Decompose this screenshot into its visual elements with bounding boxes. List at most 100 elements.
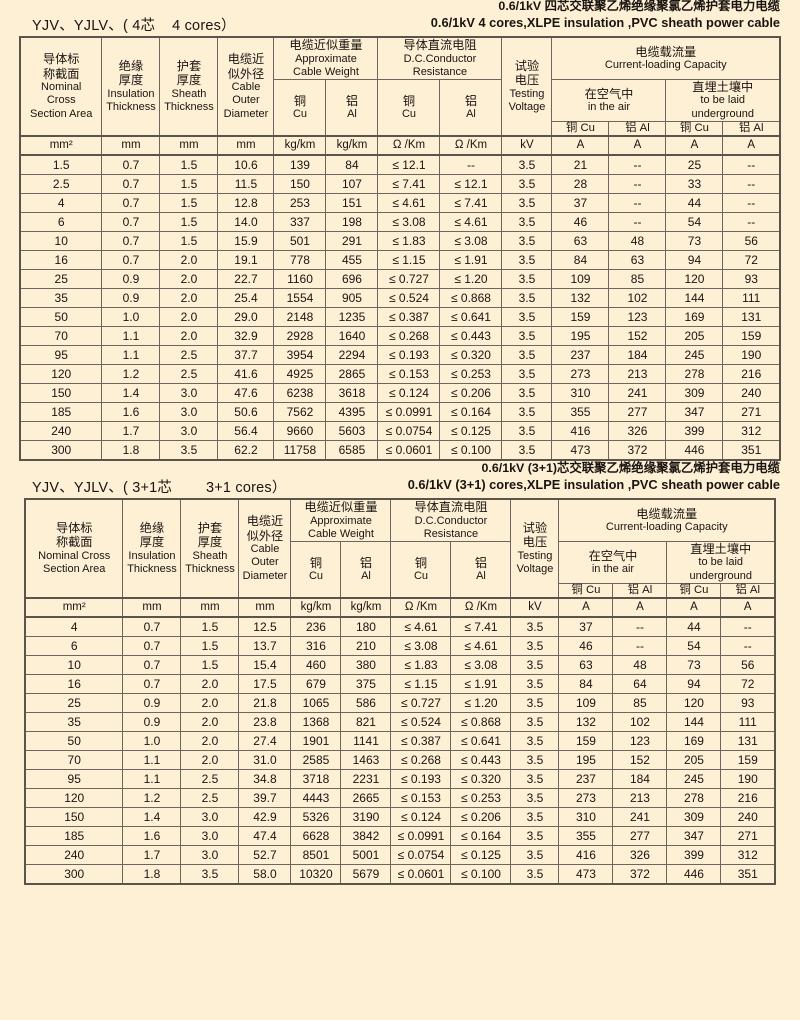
col-underground-en-2: underground	[691, 107, 754, 120]
title-group: 0.6/1kV 四芯交联聚乙烯绝缘聚氯乙烯护套电力电缆 0.6/1kV 4 co…	[431, 0, 780, 31]
table-cell: 3.0	[159, 402, 219, 423]
table-cell: 1.5	[159, 212, 219, 233]
table-cell: 19.1	[217, 250, 275, 271]
table-cell: ≤ 4.61	[450, 636, 512, 657]
table-cell: 1.7	[101, 421, 161, 442]
table-cell: 312	[720, 845, 776, 866]
table-row: 6 0.7 1.5 13.7 316 210 ≤ 3.08 ≤ 4.61 3.5 46 -- 54 --	[24, 636, 776, 657]
table-cell: ≤ 0.641	[439, 307, 503, 328]
table-cell: 586	[340, 693, 392, 714]
table-cell: 11758	[273, 440, 327, 461]
col-underground-aluminium: 铝 Al	[720, 582, 776, 599]
table-cell: 0.9	[101, 269, 161, 290]
col-underground-aluminium: 铝 Al	[722, 120, 781, 137]
table-row: 70 1.1 2.0 32.9 2928 1640 ≤ 0.268 ≤ 0.443 3.5 195…	[19, 326, 781, 347]
table-cell: 25	[19, 269, 103, 290]
table-cell: 3190	[340, 807, 392, 828]
table-cell: --	[608, 212, 667, 233]
table-cell: 107	[325, 174, 379, 195]
table-cell: 337	[273, 212, 327, 233]
table-cell: 85	[608, 269, 667, 290]
table-cell: 1554	[273, 288, 327, 309]
table-cell: 150	[24, 807, 124, 828]
col-testing-voltage-cn-2: 电压	[522, 535, 548, 550]
table-cell: ≤ 1.83	[377, 231, 441, 252]
table-cell: 3.5	[159, 440, 219, 461]
col-current-loading-capacity-cn: 电缆载流量	[635, 44, 697, 59]
col-cable-outer-diameter: 电缆近 似外径 Cable Outer Diameter	[217, 36, 275, 137]
table-cell: 35	[24, 712, 124, 733]
table-cell: ≤ 0.268	[390, 750, 452, 771]
table-cell: 216	[722, 364, 781, 385]
col-sheath-thickness-en-1: Sheath	[171, 87, 207, 100]
table-cell: 3.5	[510, 674, 560, 695]
col-dc-conductor-resistance-en-1: D.C.Conductor	[403, 52, 477, 65]
col-insulation-thickness-cn-1: 绝缘	[118, 58, 144, 73]
table-cell: 291	[325, 231, 379, 252]
table-cell: 316	[290, 636, 342, 657]
table-cell: 0.9	[122, 693, 182, 714]
title-english: 0.6/1kV (3+1) cores,XLPE insulation ,PVC…	[407, 477, 780, 492]
table-cell: 1368	[290, 712, 342, 733]
table-cell: ≤ 7.41	[377, 174, 441, 195]
table-cell: ≤ 0.0754	[377, 421, 441, 442]
table-cell: 6238	[273, 383, 327, 404]
col-dc-conductor-resistance-en-2: Resistance	[412, 65, 468, 78]
table-cell: 23.8	[238, 712, 292, 733]
table-cell: 47.6	[217, 383, 275, 404]
table-cell: 679	[290, 674, 342, 695]
table-cell: ≤ 0.253	[439, 364, 503, 385]
table-cell: 2585	[290, 750, 342, 771]
table-cell: 3.5	[501, 288, 553, 309]
unit-cell: mm²	[19, 135, 103, 156]
table-cell: 3618	[325, 383, 379, 404]
table-cell: --	[722, 193, 781, 214]
table-cell: 1.6	[122, 826, 182, 847]
table-cell: 277	[612, 826, 668, 847]
table-cell: 32.9	[217, 326, 275, 347]
table-cell: 63	[551, 231, 610, 252]
table-cell: 56	[722, 231, 781, 252]
table-cell: 1.5	[159, 174, 219, 195]
series-label: YJV、YJLV、( 4芯 4 cores）	[32, 18, 236, 34]
table-cell: 1.8	[101, 440, 161, 461]
table-row: 35 0.9 2.0 25.4 1554 905 ≤ 0.524 ≤ 0.868 3.5 132 1…	[19, 288, 781, 309]
table-cell: 10	[24, 655, 124, 676]
table-cell: 185	[24, 826, 124, 847]
col-insulation-thickness-en-2: Thickness	[127, 563, 177, 575]
table-cell: 905	[325, 288, 379, 309]
table-cell: ≤ 12.1	[377, 154, 441, 176]
table-cell: 240	[24, 845, 124, 866]
col-in-the-air-en: in the air	[591, 563, 635, 575]
table-cell: ≤ 0.0754	[390, 845, 452, 866]
col-testing-voltage: 试验 电压 Testing Voltage	[501, 36, 553, 137]
col-weight-copper-cn: 铜	[293, 93, 307, 108]
table-cell: 159	[558, 731, 614, 752]
table-cell: 3.5	[510, 864, 560, 885]
table-cell: 2.0	[180, 750, 240, 771]
table-cell: 240	[722, 383, 781, 404]
table-row: 1.5 0.7 1.5 10.6 139 84 ≤ 12.1 -- 3.5 21 -- 25 --	[19, 154, 781, 176]
col-dc-conductor-resistance-en-2: Resistance	[423, 527, 479, 540]
cable-spec-block-3plus1-cores: YJV、YJLV、( 3+1芯 3+1 cores） 0.6/1kV (3+1)…	[0, 461, 800, 886]
table-cell: 15.9	[217, 231, 275, 252]
table-cell: 2.0	[159, 326, 219, 347]
table-cell: 372	[608, 440, 667, 461]
table-cell: 159	[551, 307, 610, 328]
col-insulation-thickness: 绝缘 厚度 Insulation Thickness	[101, 36, 161, 137]
table-cell: 39.7	[238, 788, 292, 809]
table-cell: 3.5	[501, 440, 553, 461]
table-cell: 84	[551, 250, 610, 271]
table-cell: 1640	[325, 326, 379, 347]
col-resistance-copper: 铜 Cu	[377, 78, 441, 137]
col-current-loading-capacity-en: Current-loading Capacity	[605, 521, 728, 534]
table-cell: 73	[665, 231, 724, 252]
table-cell: 54	[665, 212, 724, 233]
table-cell: 1.8	[122, 864, 182, 885]
table-cell: 3.5	[501, 193, 553, 214]
table-cell: 446	[666, 864, 722, 885]
table-cell: 93	[722, 269, 781, 290]
table-cell: 326	[612, 845, 668, 866]
table-head: 导体标 称截面 Nominal Cross Section Area 绝缘 厚度…	[19, 36, 781, 156]
table-cell: 111	[720, 712, 776, 733]
